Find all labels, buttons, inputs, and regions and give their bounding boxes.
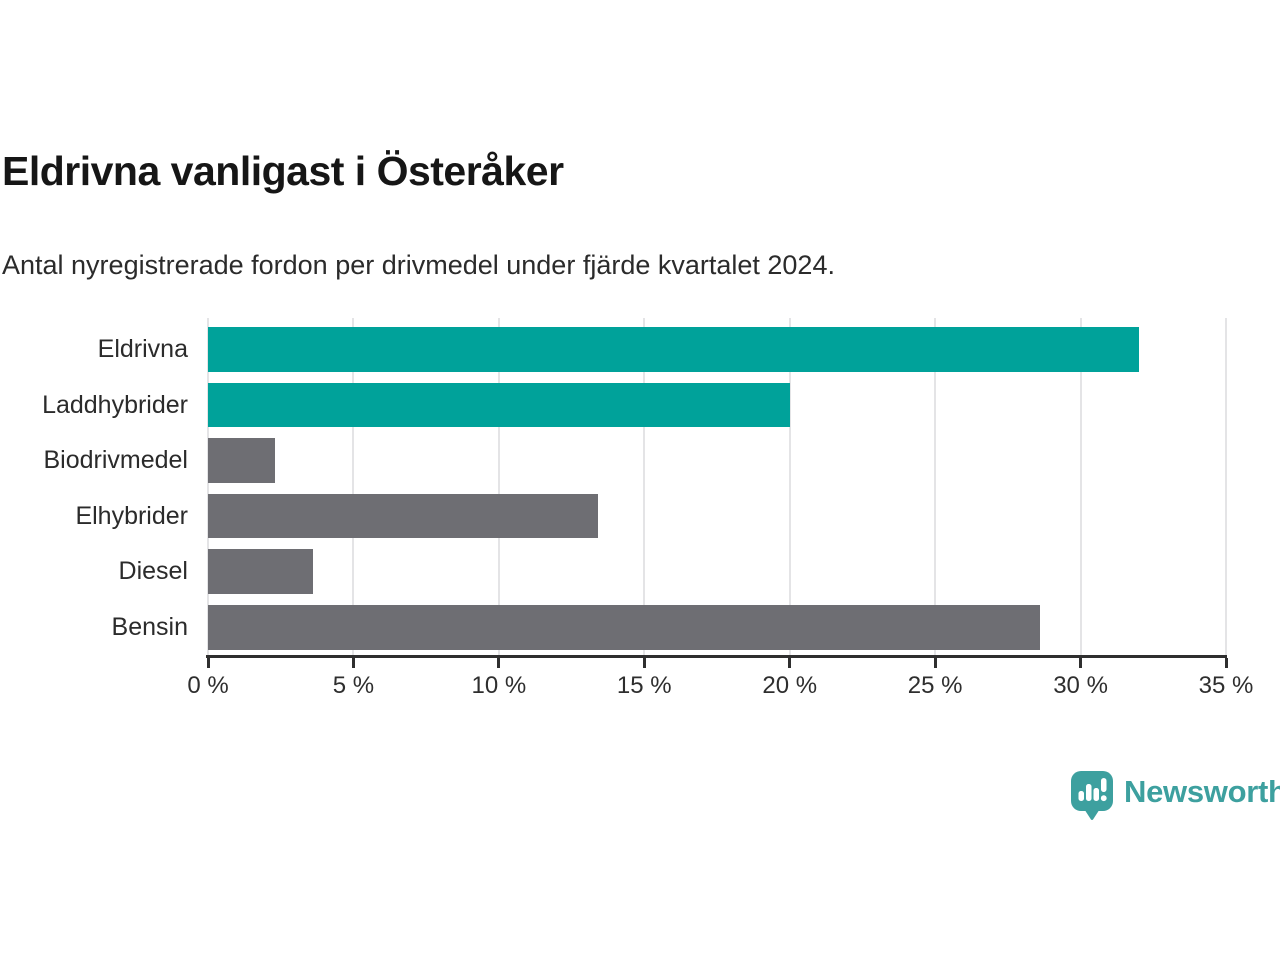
y-label-eldrivna: Eldrivna	[97, 335, 188, 363]
tick-mark-20%	[788, 658, 792, 668]
bar-laddhybrider	[208, 382, 790, 428]
tick-label-20%: 20 %	[762, 672, 818, 699]
y-label-biodrivmedel: Biodrivmedel	[43, 446, 188, 475]
tick-label-30%: 30 %	[1053, 672, 1108, 699]
bar-eldrivna	[208, 327, 1139, 372]
tick-mark-0%	[206, 658, 210, 668]
tick-mark-15%	[642, 658, 646, 668]
newsworthy-branding: Newsworthy	[1070, 770, 1280, 821]
tick-mark-30%	[1079, 658, 1083, 668]
plot-area	[207, 318, 1227, 656]
tick-mark-25%	[933, 658, 937, 668]
gridline-30%	[1079, 318, 1082, 656]
gridline-20%	[788, 318, 791, 656]
gridline-0%	[207, 318, 209, 656]
tick-mark-10%	[497, 658, 501, 668]
bar-biodrivmedel	[208, 438, 275, 483]
tick-label-15%: 15 %	[616, 672, 672, 699]
tick-label-10%: 10 %	[471, 672, 527, 699]
chart-title: Eldrivna vanligast i Österåker	[2, 148, 564, 194]
gridline-25%	[934, 318, 937, 656]
gridline-15%	[643, 318, 646, 656]
tick-label-0%: 0 %	[187, 672, 229, 699]
bar-bensin	[208, 605, 1040, 650]
x-axis-line	[206, 655, 1227, 658]
bar-diesel	[208, 549, 313, 594]
tick-label-5%: 5 %	[332, 672, 375, 699]
y-label-diesel: Diesel	[118, 557, 188, 586]
newsworthy-logo-icon	[1071, 771, 1113, 820]
bar-elhybrider	[208, 493, 598, 539]
tick-mark-35%	[1224, 658, 1228, 668]
chart-subtitle: Antal nyregistrerade fordon per drivmede…	[2, 250, 835, 280]
tick-label-35%: 35 %	[1198, 672, 1254, 699]
y-label-bensin: Bensin	[111, 613, 188, 641]
gridline-35%	[1225, 318, 1227, 656]
tick-label-25%: 25 %	[907, 672, 963, 699]
y-label-laddhybrider: Laddhybrider	[42, 390, 188, 419]
gridline-10%	[497, 318, 500, 656]
y-label-elhybrider: Elhybrider	[75, 501, 188, 530]
y-axis-labels: Eldrivna Laddhybrider Biodrivmedel Elhybrid…	[0, 318, 188, 656]
gridline-5%	[352, 318, 355, 656]
tick-mark-5%	[351, 658, 355, 668]
newsworthy-wordmark: Newsworthy	[1124, 773, 1280, 809]
